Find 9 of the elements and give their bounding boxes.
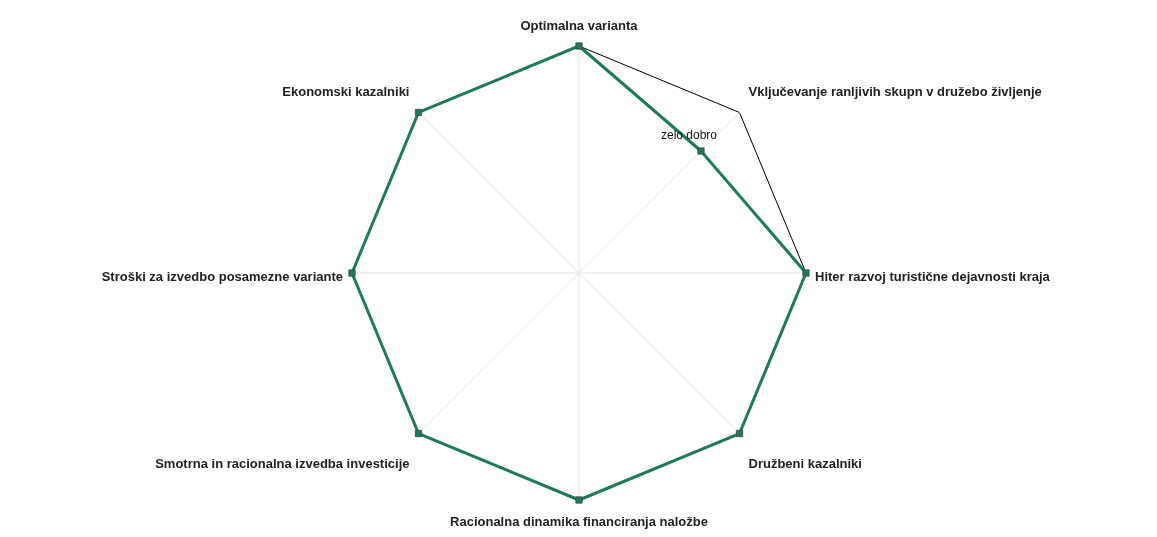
text: zelo dobro [660,128,718,143]
spoke-label: Ekonomski kazalniki [282,84,410,100]
spoke-label: Družbeni kazalniki [748,455,862,471]
spoke-label: Optimalna varianta [520,18,639,33]
spoke-label: Smotrna in racionalna izvedba investicije [155,455,410,471]
spoke-label: Stroški za izvedbo posamezne variante [101,269,343,284]
spoke-label: Hiter razvoj turistične dejavnosti kraja [815,269,1051,284]
spoke-label: Racionalna dinamika financiranja naložbe [450,514,708,529]
spoke-label: Vključevanje ranljivih skupn v družebo življenje [748,84,1042,100]
